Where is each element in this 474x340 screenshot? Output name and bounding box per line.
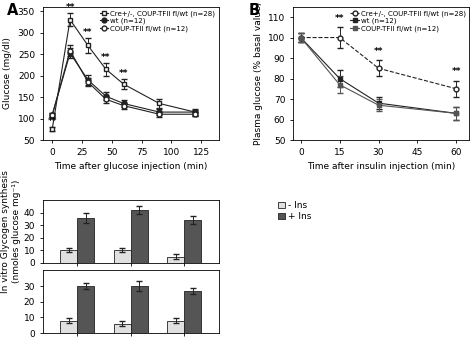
Bar — [131, 286, 148, 333]
Text: **: ** — [101, 53, 110, 62]
Bar — [114, 250, 131, 263]
Bar — [77, 286, 94, 333]
Bar — [131, 210, 148, 263]
Text: **: ** — [47, 117, 57, 126]
Text: A: A — [8, 3, 19, 18]
Bar — [167, 257, 184, 263]
Y-axis label: Glucose (mg/dl): Glucose (mg/dl) — [3, 37, 12, 109]
Text: **: ** — [452, 67, 461, 76]
Bar — [60, 250, 77, 263]
Y-axis label: Plasma glucose (% basal value): Plasma glucose (% basal value) — [254, 2, 263, 145]
Bar — [184, 220, 201, 263]
Legend: - Ins, + Ins: - Ins, + Ins — [278, 201, 311, 221]
X-axis label: Time after glucose injection (min): Time after glucose injection (min) — [54, 162, 208, 171]
Y-axis label: In vitro Glycogen synthesis
(nmoles glucose mg⁻¹): In vitro Glycogen synthesis (nmoles gluc… — [1, 170, 21, 293]
Text: B: B — [249, 3, 260, 18]
Bar — [167, 321, 184, 333]
Text: **: ** — [119, 69, 128, 78]
X-axis label: Time after insulin injection (min): Time after insulin injection (min) — [307, 162, 455, 171]
Legend: Cre+/-, COUP-TFII fl/wt (n=28), wt (n=12), COUP-TFII fl/wt (n=12): Cre+/-, COUP-TFII fl/wt (n=28), wt (n=12… — [100, 10, 216, 32]
Bar — [77, 218, 94, 263]
Bar — [184, 291, 201, 333]
Bar — [114, 324, 131, 333]
Bar — [60, 321, 77, 333]
Text: **: ** — [83, 28, 93, 37]
Text: **: ** — [65, 3, 75, 12]
Text: **: ** — [374, 47, 383, 56]
Text: **: ** — [335, 14, 345, 23]
Legend: Cre+/-, COUP-TFII fl/wt (n=28), wt (n=12), COUP-TFII fl/wt (n=12): Cre+/-, COUP-TFII fl/wt (n=28), wt (n=12… — [350, 10, 466, 32]
